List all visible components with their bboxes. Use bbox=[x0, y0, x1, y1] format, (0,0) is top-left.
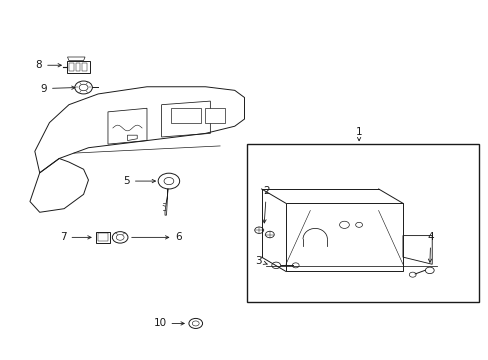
Bar bbox=[205, 108, 224, 123]
Bar bbox=[171, 108, 200, 123]
Bar bbox=[98, 233, 108, 241]
Bar bbox=[69, 63, 74, 71]
Text: 10: 10 bbox=[153, 319, 184, 328]
Text: 7: 7 bbox=[60, 232, 91, 242]
Bar bbox=[96, 232, 110, 243]
Text: 2: 2 bbox=[262, 186, 269, 223]
Bar bbox=[76, 63, 80, 71]
Bar bbox=[246, 144, 478, 302]
Text: 9: 9 bbox=[41, 84, 75, 94]
Text: 1: 1 bbox=[355, 127, 362, 141]
Text: 5: 5 bbox=[123, 176, 155, 186]
Text: 4: 4 bbox=[427, 232, 433, 262]
Bar bbox=[82, 63, 86, 71]
Text: 6: 6 bbox=[131, 232, 182, 242]
Text: 3: 3 bbox=[254, 256, 266, 266]
Bar bbox=[66, 60, 90, 73]
Text: 8: 8 bbox=[36, 60, 61, 70]
